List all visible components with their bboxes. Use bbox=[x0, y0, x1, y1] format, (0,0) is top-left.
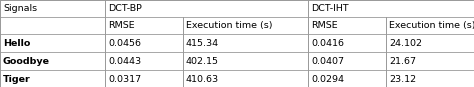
Text: 23.12: 23.12 bbox=[389, 74, 416, 84]
Text: Tiger: Tiger bbox=[3, 74, 31, 84]
Text: Hello: Hello bbox=[3, 39, 30, 48]
Text: 21.67: 21.67 bbox=[389, 56, 416, 66]
Text: Signals: Signals bbox=[3, 4, 37, 13]
Text: 415.34: 415.34 bbox=[186, 39, 219, 48]
Text: 410.63: 410.63 bbox=[186, 74, 219, 84]
Text: 0.0294: 0.0294 bbox=[311, 74, 344, 84]
Text: RMSE: RMSE bbox=[108, 21, 135, 30]
Text: DCT-IHT: DCT-IHT bbox=[311, 4, 348, 13]
Text: Goodbye: Goodbye bbox=[3, 56, 50, 66]
Text: 0.0416: 0.0416 bbox=[311, 39, 344, 48]
Text: 0.0443: 0.0443 bbox=[108, 56, 141, 66]
Text: Execution time (s): Execution time (s) bbox=[186, 21, 273, 30]
Text: 402.15: 402.15 bbox=[186, 56, 219, 66]
Text: RMSE: RMSE bbox=[311, 21, 337, 30]
Text: 0.0407: 0.0407 bbox=[311, 56, 344, 66]
Text: DCT-BP: DCT-BP bbox=[108, 4, 142, 13]
Text: 0.0456: 0.0456 bbox=[108, 39, 141, 48]
Text: 0.0317: 0.0317 bbox=[108, 74, 141, 84]
Text: 24.102: 24.102 bbox=[389, 39, 422, 48]
Text: Execution time (s): Execution time (s) bbox=[389, 21, 474, 30]
